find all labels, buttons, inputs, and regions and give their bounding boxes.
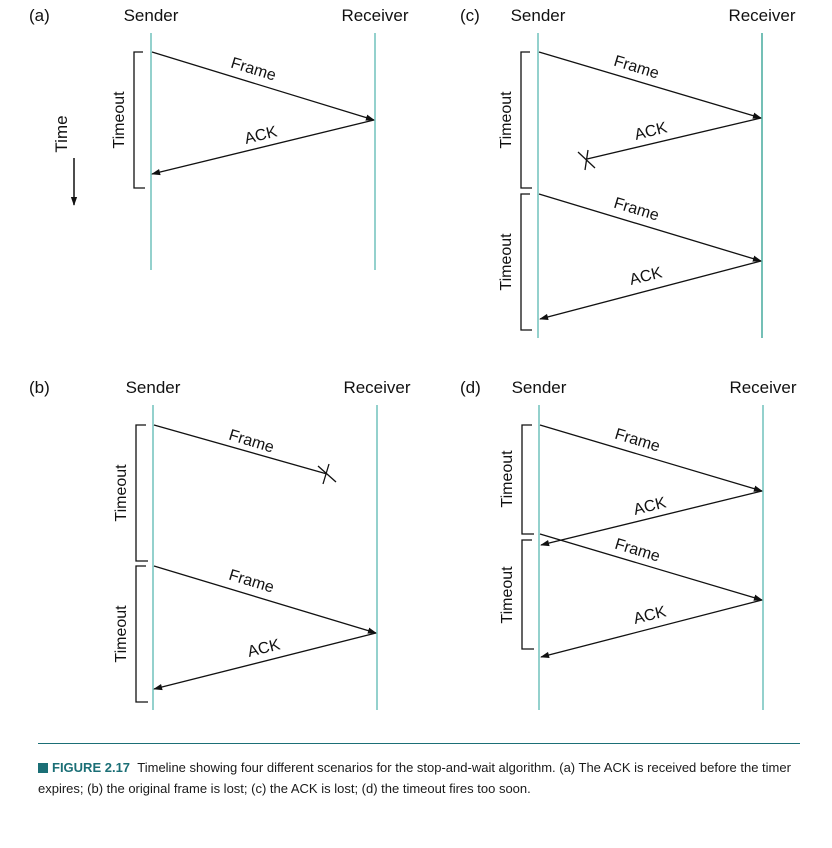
panel-b-timeout-label-2: Timeout [113,605,130,663]
panel-b-ack-label: ACK [246,636,282,661]
panel-b-frame-arrow-lost [153,424,328,475]
panel-c: (c) Sender Receiver Timeout Timeout Fram… [460,6,796,338]
panel-c-timeout-label-2: Timeout [498,233,515,291]
caption-text: Timeline showing four different scenario… [38,760,791,796]
panel-a-frame-arrow [151,51,375,121]
panel-c-timeout-bracket-2 [520,193,532,331]
panel-d-sender-label: Sender [512,378,567,397]
time-axis-label: Time [52,115,71,152]
panel-d-tag: (d) [460,378,481,397]
panel-a-timeout-label: Timeout [111,91,128,149]
panel-d-ack-arrow-2 [540,599,763,659]
panel-c-frame-arrow-2 [538,193,762,262]
panel-c-ack-lost-mark [577,149,596,171]
panel-c-ack-label-2: ACK [628,264,664,289]
panel-b-frame-label-2: Frame [227,567,276,597]
panel-a-ack-arrow [151,119,375,176]
panel-d-timeout-bracket-1 [521,424,534,535]
panel-d: (d) Sender Receiver Timeout Timeout Fram… [460,378,797,710]
panel-b-ack-arrow [153,632,377,691]
panel-b-timeout-bracket-2 [135,565,148,703]
panel-d-timeout-label-1: Timeout [499,450,516,508]
panel-d-frame-label-2: Frame [613,536,662,566]
panel-c-ack-arrow-lost [586,117,762,160]
panel-c-frame-label-2: Frame [612,195,661,225]
panel-c-frame-arrow-1 [538,51,762,119]
panel-b-timeout-bracket-1 [135,424,148,562]
panel-b-timeout-label-1: Timeout [113,464,130,522]
panel-d-frame-label-1: Frame [613,426,662,456]
panel-d-frame-arrow-2 [539,533,763,601]
panel-c-timeout-label-1: Timeout [498,91,515,149]
panel-d-ack-label-2: ACK [632,603,668,628]
panel-a-timeout-bracket [133,51,145,189]
panel-d-timeout-bracket-2 [521,539,534,650]
panel-c-tag: (c) [460,6,480,25]
panel-d-receiver-label: Receiver [729,378,796,397]
panel-b: (b) Sender Receiver Timeout Timeout Fram… [29,378,411,710]
panel-d-ack-arrow-1 [540,490,763,547]
caption-square-icon [38,763,48,773]
panel-d-frame-arrow-1 [539,424,763,492]
panel-b-frame-lost-mark [317,463,337,485]
panel-a: (a) Sender Receiver Timeout Frame ACK [29,6,409,270]
panel-c-receiver-label: Receiver [728,6,795,25]
panel-c-timeout-bracket-1 [520,51,532,189]
panel-a-frame-label: Frame [229,55,278,85]
panel-a-sender-label: Sender [124,6,179,25]
panel-c-sender-label: Sender [511,6,566,25]
figure-caption: FIGURE 2.17 Timeline showing four differ… [38,757,800,799]
panel-a-receiver-label: Receiver [341,6,408,25]
panel-c-frame-label-1: Frame [612,53,661,83]
panel-d-timeout-label-2: Timeout [499,566,516,624]
panel-c-ack-label-1: ACK [633,119,669,144]
panel-c-ack-arrow-2 [539,260,762,320]
panel-b-receiver-label: Receiver [343,378,410,397]
caption-tag: FIGURE 2.17 [52,760,131,775]
caption-rule [38,743,800,744]
time-axis: Time [52,115,78,206]
panel-b-tag: (b) [29,378,50,397]
panel-b-sender-label: Sender [126,378,181,397]
panel-b-frame-arrow-2 [153,565,377,634]
panel-a-tag: (a) [29,6,50,25]
